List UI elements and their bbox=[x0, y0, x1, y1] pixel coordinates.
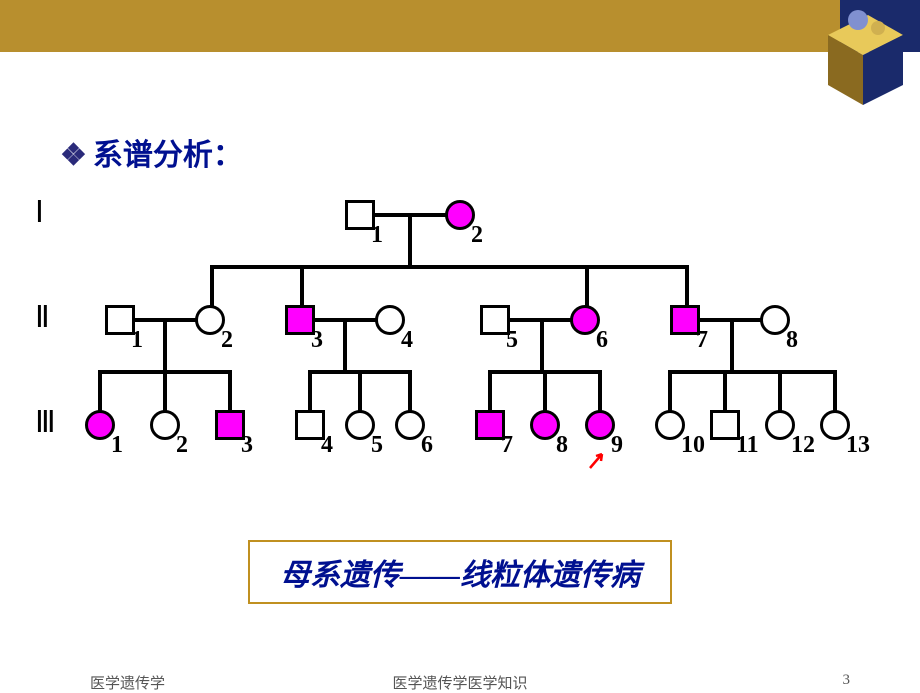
pedigree-line bbox=[543, 370, 547, 412]
individual-number: 4 bbox=[401, 327, 413, 354]
pedigree-line bbox=[210, 265, 214, 307]
individual-number: 5 bbox=[506, 327, 518, 354]
title-bullet-icon: ❖ bbox=[60, 139, 87, 172]
pedigree-line bbox=[343, 318, 347, 373]
pedigree-line bbox=[730, 318, 734, 373]
individual-number: 3 bbox=[241, 432, 253, 459]
individual-number: 6 bbox=[421, 432, 433, 459]
header-bar bbox=[0, 0, 920, 52]
conclusion-box: 母系遗传——线粒体遗传病 bbox=[248, 540, 672, 604]
proband-arrow-icon bbox=[588, 448, 610, 470]
pedigree-line bbox=[408, 370, 412, 412]
pedigree-line bbox=[210, 265, 688, 269]
gen-label-1: Ⅰ bbox=[35, 195, 44, 230]
pedigree-line bbox=[668, 370, 672, 412]
individual-number: 8 bbox=[786, 327, 798, 354]
pedigree-line bbox=[488, 370, 492, 412]
individual-number: 5 bbox=[371, 432, 383, 459]
individual-number: 7 bbox=[696, 327, 708, 354]
individual-number: 1 bbox=[111, 432, 123, 459]
pedigree-line bbox=[163, 370, 167, 412]
individual-number: 8 bbox=[556, 432, 568, 459]
pedigree-line bbox=[300, 265, 304, 307]
slide-title: ❖系谱分析： bbox=[60, 130, 243, 174]
individual-number: 2 bbox=[471, 222, 483, 249]
pedigree-line bbox=[358, 370, 362, 412]
individual-number: 10 bbox=[681, 432, 705, 459]
individual-number: 7 bbox=[501, 432, 513, 459]
pedigree-diagram: Ⅰ Ⅱ Ⅲ 121234567812345678910111213 bbox=[30, 190, 890, 470]
individual-number: 1 bbox=[131, 327, 143, 354]
pedigree-line bbox=[98, 370, 102, 412]
individual-number: 1 bbox=[371, 222, 383, 249]
individual-number: 12 bbox=[791, 432, 815, 459]
pedigree-line bbox=[540, 318, 544, 373]
pedigree-line bbox=[668, 370, 836, 374]
footer-right: 3 bbox=[843, 672, 851, 689]
individual-number: 2 bbox=[176, 432, 188, 459]
cube-decoration-icon bbox=[798, 10, 908, 120]
pedigree-line bbox=[408, 213, 412, 268]
individual-number: 9 bbox=[611, 432, 623, 459]
pedigree-line bbox=[163, 318, 167, 373]
pedigree-line bbox=[723, 370, 727, 412]
individual-number: 2 bbox=[221, 327, 233, 354]
pedigree-line bbox=[308, 370, 312, 412]
individual-number: 3 bbox=[311, 327, 323, 354]
header-gold bbox=[0, 0, 840, 52]
gen-label-3: Ⅲ bbox=[35, 405, 56, 440]
individual-number: 13 bbox=[846, 432, 870, 459]
gen-label-2: Ⅱ bbox=[35, 300, 50, 335]
pedigree-line bbox=[598, 370, 602, 412]
individual-number: 11 bbox=[736, 432, 759, 459]
individual-number: 6 bbox=[596, 327, 608, 354]
pedigree-line bbox=[228, 370, 232, 412]
title-text: 系谱分析： bbox=[93, 139, 243, 172]
pedigree-line bbox=[833, 370, 837, 412]
pedigree-line bbox=[778, 370, 782, 412]
pedigree-line bbox=[585, 265, 589, 307]
pedigree-line bbox=[685, 265, 689, 307]
individual-number: 4 bbox=[321, 432, 333, 459]
